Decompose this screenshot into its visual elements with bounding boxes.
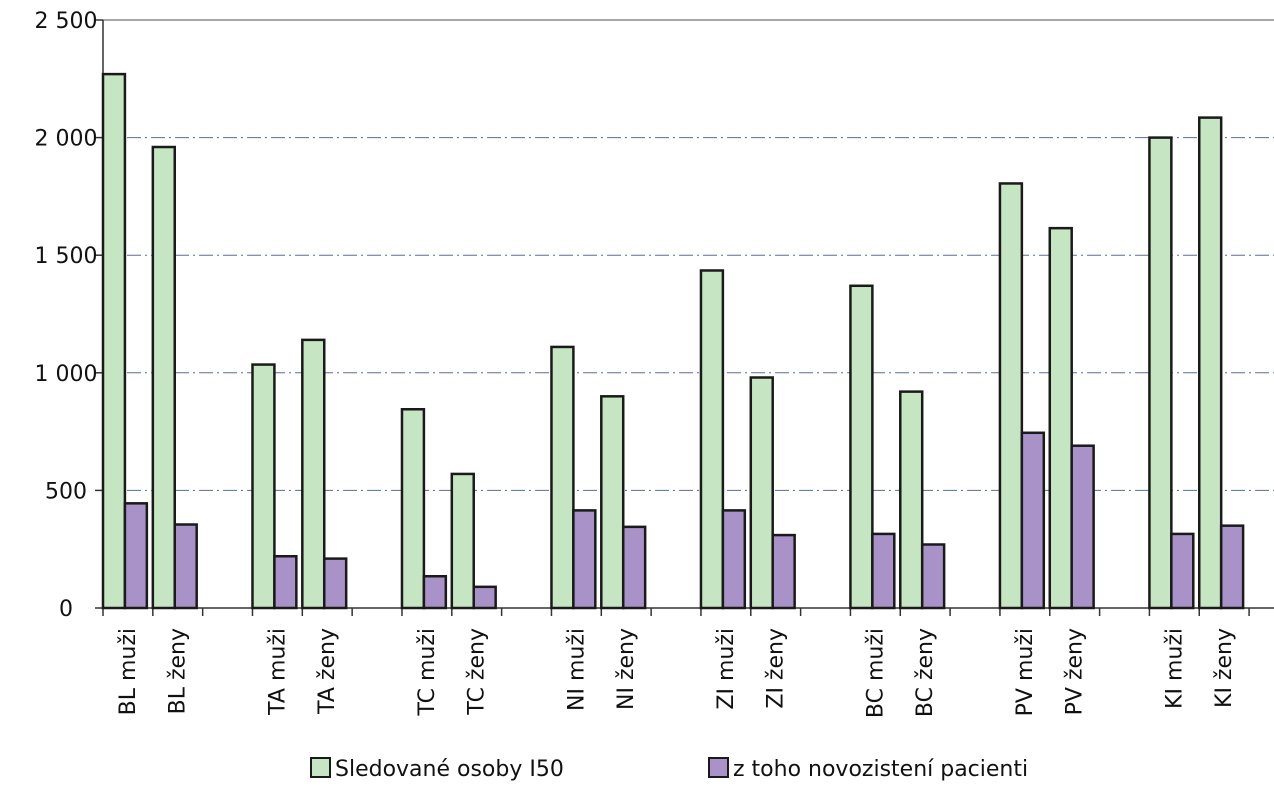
x-category-label: ZI muži [714, 628, 739, 710]
bar-sledovane [1148, 136, 1173, 610]
bar-sledovane [998, 182, 1024, 610]
legend-label: Sledované osoby I50 [335, 757, 564, 782]
bar-sledovane [151, 145, 177, 610]
x-category-label: TC muži [415, 628, 440, 717]
y-tick-label: 2 500 [35, 9, 98, 34]
bar-novozisteni [871, 532, 896, 610]
bar-novozisteni [422, 574, 448, 610]
bar-novozisteni [721, 509, 747, 610]
bar-sledovane [251, 363, 276, 610]
x-category-label: KI muži [1162, 628, 1187, 709]
bar-sledovane [101, 72, 127, 610]
bar-sledovane [749, 376, 774, 610]
x-category-label: BL muži [116, 628, 141, 715]
x-category-label: TC ženy [465, 628, 490, 716]
bar-sledovane [699, 269, 725, 610]
bar-novozisteni [572, 509, 597, 610]
y-tick-label: 2 000 [35, 127, 98, 152]
bar-sledovane [1048, 226, 1073, 610]
x-category-label: NI muži [564, 628, 589, 711]
bar-novozisteni [771, 533, 796, 610]
bar-novozisteni [1070, 444, 1095, 610]
bar-sledovane [600, 395, 625, 610]
bar-sledovane [301, 338, 326, 610]
bar-novozisteni [1170, 532, 1195, 610]
bar-sledovane [450, 472, 475, 610]
x-category-label: TA muži [265, 628, 290, 716]
legend-swatch [310, 757, 331, 778]
legend-swatch [708, 757, 729, 778]
bar-novozisteni [1219, 524, 1245, 610]
legend-label: z toho novozistení pacienti [733, 757, 1028, 782]
x-category-label: NI ženy [614, 628, 639, 710]
x-category-label: BL ženy [166, 628, 191, 714]
y-tick-label: 500 [45, 479, 87, 504]
bar-novozisteni [1020, 431, 1046, 610]
bar-novozisteni [322, 557, 348, 610]
bar-sledovane [1198, 116, 1223, 610]
bar-novozisteni [273, 555, 298, 610]
y-tick-label: 1 500 [35, 244, 98, 269]
bar-novozisteni [472, 585, 497, 610]
x-category-label: PV ženy [1063, 628, 1088, 715]
x-category-label: KI ženy [1212, 628, 1237, 708]
bar-sledovane [849, 284, 874, 610]
bar-novozisteni [173, 523, 198, 610]
y-tick-label: 0 [59, 597, 73, 622]
x-category-label: PV muži [1013, 628, 1038, 716]
x-category-label: BC muži [863, 628, 888, 718]
bar-novozisteni [621, 525, 647, 610]
x-category-label: ZI ženy [764, 628, 789, 709]
bar-novozisteni [920, 543, 946, 610]
bar-sledovane [550, 345, 575, 610]
x-category-label: TA ženy [315, 628, 340, 715]
bar-sledovane [400, 408, 426, 610]
bar-novozisteni [123, 502, 149, 610]
x-category-label: BC ženy [913, 628, 938, 717]
bar-sledovane [899, 390, 924, 610]
y-tick-label: 1 000 [35, 362, 98, 387]
